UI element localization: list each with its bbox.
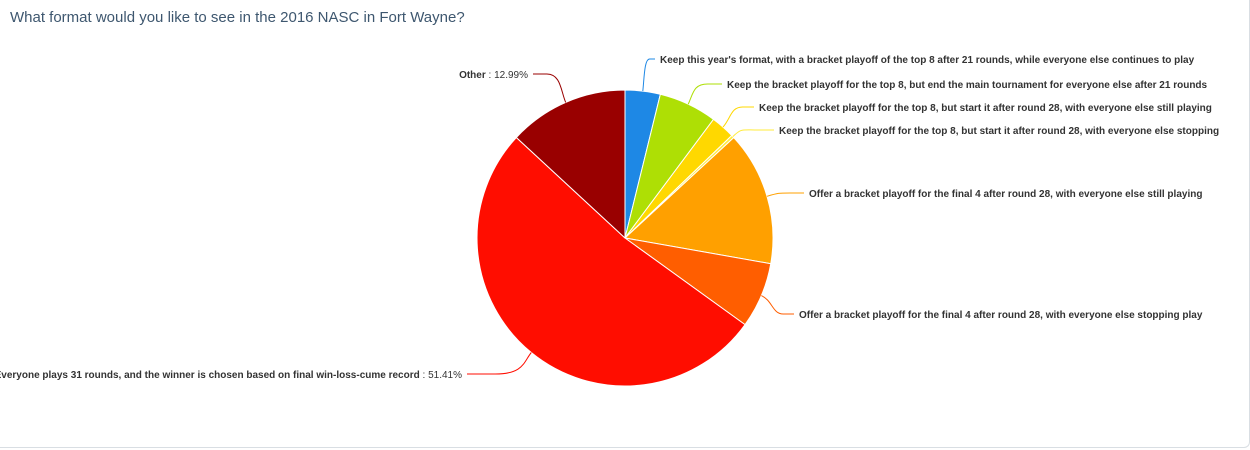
pie-connector [722, 106, 754, 128]
pie-label: Keep the bracket playoff for the top 8, … [727, 80, 1208, 91]
pie-connector [533, 73, 567, 103]
pie-slices [476, 89, 774, 387]
pie-connector [467, 352, 532, 375]
pie-connector [766, 192, 804, 197]
pie-slice[interactable] [515, 89, 626, 239]
pie-label: Offer a bracket playoff for the final 4 … [809, 189, 1202, 200]
pie-label: Keep the bracket playoff for the top 8, … [759, 103, 1212, 114]
pie-connector [732, 129, 774, 137]
pie-connector [761, 295, 794, 315]
pie-label: Other : 12.99% [459, 70, 528, 81]
pie-connector [687, 83, 722, 105]
chart-title: What format would you like to see in the… [10, 9, 465, 26]
pie-labels: Keep this year's format, with a bracket … [0, 55, 1219, 381]
pie-label: Keep the bracket playoff for the top 8, … [779, 126, 1219, 137]
pie-label: Everyone plays 31 rounds, and the winner… [0, 370, 462, 381]
pie-label: Offer a bracket playoff for the final 4 … [799, 310, 1203, 321]
pie-label: Keep this year's format, with a bracket … [660, 55, 1195, 66]
pie-connector [642, 58, 655, 92]
